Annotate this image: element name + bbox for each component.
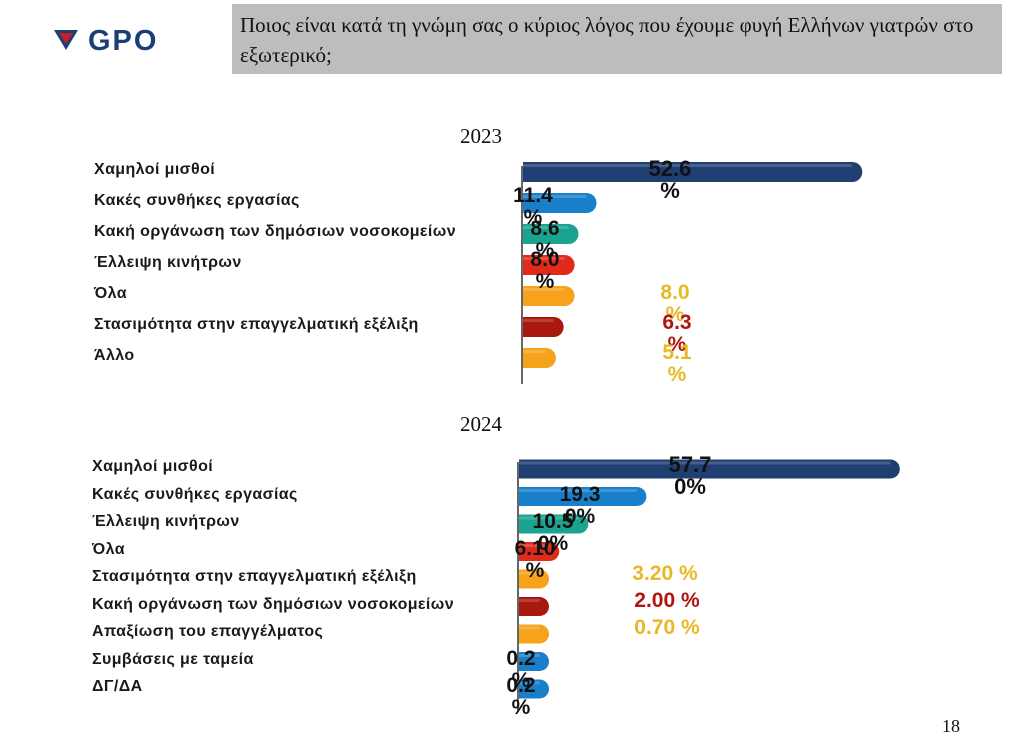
page-number: 18 — [942, 716, 960, 736]
bar-2024-8 — [519, 679, 549, 699]
chart-2023-title: 2023 — [460, 124, 502, 148]
value-label-2023-0: 52.6 % — [648, 156, 692, 203]
bar-highlight-2024-2 — [519, 516, 579, 520]
bar-highlight-2024-1 — [519, 489, 637, 492]
category-label-2024-5: Κακή οργάνωση των δημόσιων νοσοκομείων — [92, 595, 454, 613]
bar-highlight-2024-6 — [519, 626, 540, 630]
value-label-2024-5: 2.00 % — [634, 589, 700, 612]
value-label-2024-4: 3.20 % — [632, 562, 698, 585]
logo-text: GPO — [88, 25, 158, 54]
bar-highlight-2023-1 — [523, 195, 587, 198]
category-label-2023-1: Κακές συνθήκες εργασίας — [94, 192, 300, 209]
value-label-2023-5: 6.3 % — [662, 311, 692, 356]
bar-2024-7 — [519, 652, 549, 671]
chart-2024 — [517, 459, 900, 712]
bar-2023-1 — [523, 193, 597, 213]
value-label-2024-2: 10.5 0% — [532, 510, 574, 555]
bar-highlight-2023-4 — [523, 288, 565, 291]
bar-2023-5 — [523, 317, 564, 337]
category-label-2023-2: Κακή οργάνωση των δημόσιων νοσοκομείων — [94, 223, 456, 240]
value-label-2024-7: 0.2 % — [506, 647, 536, 692]
value-label-2024-3: 6.10 % — [514, 537, 556, 582]
value-label-2024-8: 0.2 % — [506, 674, 536, 719]
category-label-2024-0: Χαμηλοί μισθοί — [92, 458, 214, 475]
category-label-2023-3: Έλλειψη κινήτρων — [94, 254, 242, 271]
bar-highlight-2024-0 — [519, 461, 891, 465]
category-label-2024-6: Απαξίωση του επαγγέλματος — [92, 623, 324, 640]
bar-highlight-2023-5 — [523, 319, 554, 322]
bar-2023-0 — [523, 162, 863, 182]
category-label-2024-4: Στασιμότητα στην επαγγελματική εξέλιξη — [92, 568, 417, 585]
bar-2024-1 — [519, 487, 647, 506]
bar-highlight-2023-2 — [523, 226, 569, 229]
value-label-2023-3: 8.0 % — [530, 248, 560, 293]
value-label-2023-4: 8.0 % — [660, 281, 690, 326]
chart-2023 — [521, 162, 863, 384]
gpo-logo-icon: GPO — [54, 25, 158, 54]
value-label-2023-1: 11.4 % — [513, 184, 553, 229]
value-label-2023-6: 5.1 % — [662, 341, 692, 386]
category-label-2023-6: Άλλο — [94, 347, 135, 364]
bar-2024-5 — [519, 597, 549, 616]
bar-2024-2 — [519, 514, 589, 534]
value-label-2024-0: 57.7 0% — [668, 452, 712, 499]
value-label-2024-1: 19.3 0% — [559, 483, 601, 528]
bar-highlight-2024-4 — [519, 571, 540, 575]
value-label-2023-2: 8.6 % — [530, 217, 560, 262]
bar-2024-3 — [519, 542, 560, 561]
bar-2023-2 — [523, 224, 579, 244]
title-bar: Ποιος είναι κατά τη γνώμη σας ο κύριος λ… — [232, 4, 1002, 74]
bar-highlight-2024-5 — [519, 599, 540, 602]
bar-highlight-2023-6 — [523, 350, 546, 353]
bar-2024-0 — [519, 459, 900, 479]
bar-highlight-2024-7 — [519, 654, 540, 657]
category-label-2024-7: Συμβάσεις με ταμεία — [92, 650, 254, 668]
category-label-2024-3: Όλα — [92, 540, 125, 558]
bar-2024-6 — [519, 624, 549, 644]
bar-highlight-2024-8 — [519, 681, 540, 685]
category-label-2024-1: Κακές συνθήκες εργασίας — [92, 485, 298, 503]
category-label-2024-8: ΔΓ/ΔΑ — [92, 678, 143, 695]
bar-2023-3 — [523, 255, 575, 275]
category-label-2023-4: Όλα — [94, 285, 127, 302]
bar-2023-4 — [523, 286, 575, 306]
category-label-2023-5: Στασιμότητα στην επαγγελματική εξέλιξη — [94, 316, 419, 333]
bar-highlight-2024-3 — [519, 544, 550, 547]
bar-highlight-2023-0 — [523, 164, 853, 167]
chart-2024-title: 2024 — [460, 412, 502, 436]
bar-2023-6 — [523, 348, 556, 368]
page-title: Ποιος είναι κατά τη γνώμη σας ο κύριος λ… — [240, 13, 974, 67]
bar-highlight-2023-3 — [523, 257, 565, 260]
category-label-2024-2: Έλλειψη κινήτρων — [92, 513, 240, 530]
bar-2024-4 — [519, 569, 549, 589]
category-label-2023-0: Χαμηλοί μισθοί — [94, 161, 216, 178]
value-label-2024-6: 0.70 % — [634, 616, 700, 639]
